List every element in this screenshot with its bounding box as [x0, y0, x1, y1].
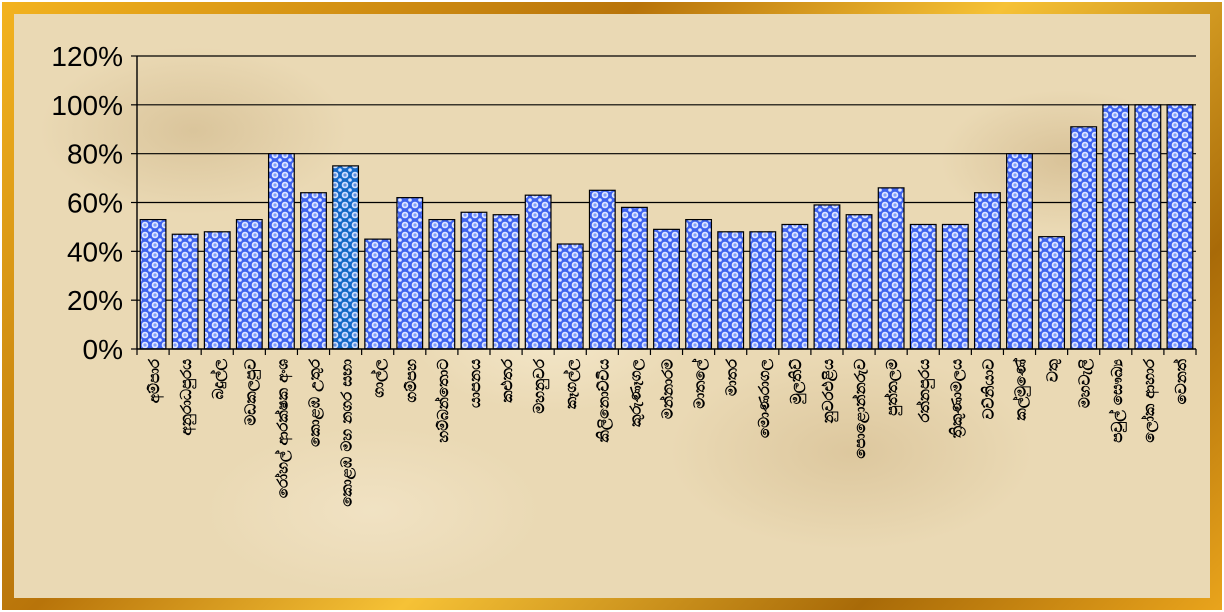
bar: [877, 187, 905, 350]
y-tick-labels: 0% 20% 40% 60% 80% 100% 120%: [51, 41, 123, 365]
bar: [653, 228, 680, 350]
bar: [941, 223, 969, 350]
bar: [781, 223, 809, 350]
y-tick-label: 0%: [83, 334, 123, 365]
x-tick-label: බදුල්ල: [209, 358, 228, 399]
bar: [813, 204, 841, 350]
x-tick-label: මඩකලපුව: [241, 359, 261, 426]
bar: [235, 218, 263, 350]
bar: [556, 243, 584, 350]
y-tick-label: 80%: [67, 139, 123, 170]
x-tick-label: මාතර: [723, 358, 741, 396]
bar: [139, 218, 167, 350]
x-tick-label: අම්පාර: [145, 358, 164, 403]
bar: [685, 218, 713, 350]
bar: [717, 231, 745, 350]
x-tick-label: කොළඹ මහ නගර සභා: [338, 359, 357, 507]
x-tick-label: මන්නාරම: [658, 359, 676, 419]
bar: [203, 231, 231, 350]
bar: [364, 238, 392, 350]
x-tick-label: යාපනය: [466, 359, 484, 408]
x-tick-label: කෑගල්ල: [562, 358, 581, 409]
x-tick-label: වෙනත්: [1172, 358, 1190, 404]
bar: [973, 192, 1001, 350]
x-tick-label: නුවරඑළිය: [819, 359, 839, 425]
x-tick-label: පුත්තලම: [883, 359, 903, 416]
bar: [332, 165, 360, 350]
x-tick-label: කිලිනොච්චිය: [594, 359, 613, 443]
x-tick-label: පවුල් සෞඛ්‍ය: [1108, 358, 1128, 442]
bar: [845, 214, 873, 350]
bar: [1102, 104, 1130, 350]
bar: [909, 223, 937, 350]
x-tick-label: හම්බන්තොට: [434, 359, 452, 443]
x-tick-label: කළුතර: [498, 358, 516, 403]
x-tick-label: ගම්පහ: [402, 359, 420, 403]
y-tick-label: 20%: [67, 285, 123, 316]
x-tick-label: මුලතිව්: [787, 359, 807, 405]
x-tick-label: රත්නපුරය: [915, 359, 935, 423]
bar: [300, 192, 327, 350]
bar: [267, 153, 295, 350]
x-tick-label: අනුරාධපුරය: [177, 359, 197, 436]
bars: [139, 104, 1194, 350]
y-tick-label: 120%: [51, 41, 123, 72]
y-tick-label: 100%: [51, 90, 123, 121]
x-tick-label: වව්නියාව: [979, 359, 997, 419]
bar: [1006, 153, 1033, 350]
bar: [1166, 104, 1194, 350]
bar: [1038, 236, 1066, 350]
x-tick-label: ත්‍රිකුණාමලය: [947, 359, 967, 438]
x-tick-label: ගාල්ල: [370, 358, 389, 397]
x-tick-label: රෝහල් ආරක්ෂක අංශ: [273, 359, 292, 498]
x-tick-label: කොළඹ උතුර: [306, 358, 325, 447]
x-tick-label: මහවැලි: [1076, 358, 1095, 408]
bar: [492, 214, 520, 350]
bar: [620, 206, 648, 350]
x-tick-label: ලෝක ආහාර: [1140, 358, 1159, 443]
x-tick-label: මොණරාගල: [755, 358, 774, 438]
x-tick-label: මහනුවර: [530, 358, 550, 414]
bar: [524, 194, 552, 350]
bar: [428, 218, 456, 350]
bar: [171, 233, 199, 350]
bar: [588, 189, 616, 350]
x-tick-label: පොළොන්නරුව: [851, 359, 870, 459]
x-tick-label: කුරුණෑගල: [626, 358, 645, 426]
bar: [1070, 126, 1098, 350]
bar: [749, 231, 777, 350]
bar: [460, 211, 488, 350]
x-tick-labels: අම්පාර අනුරාධපුරය බදුල්ල මඩකලපුව රෝහල් ආරක්ෂ…: [145, 357, 1190, 506]
axes: [131, 55, 1197, 355]
x-tick-label: මාතලේ: [690, 358, 709, 409]
bar: [396, 197, 424, 350]
x-tick-label: කල්මුණේ: [1011, 357, 1031, 420]
y-tick-label: 40%: [67, 236, 123, 267]
bar: [1134, 104, 1162, 350]
x-tick-label: වතු: [1044, 358, 1062, 382]
y-tick-label: 60%: [67, 188, 123, 219]
